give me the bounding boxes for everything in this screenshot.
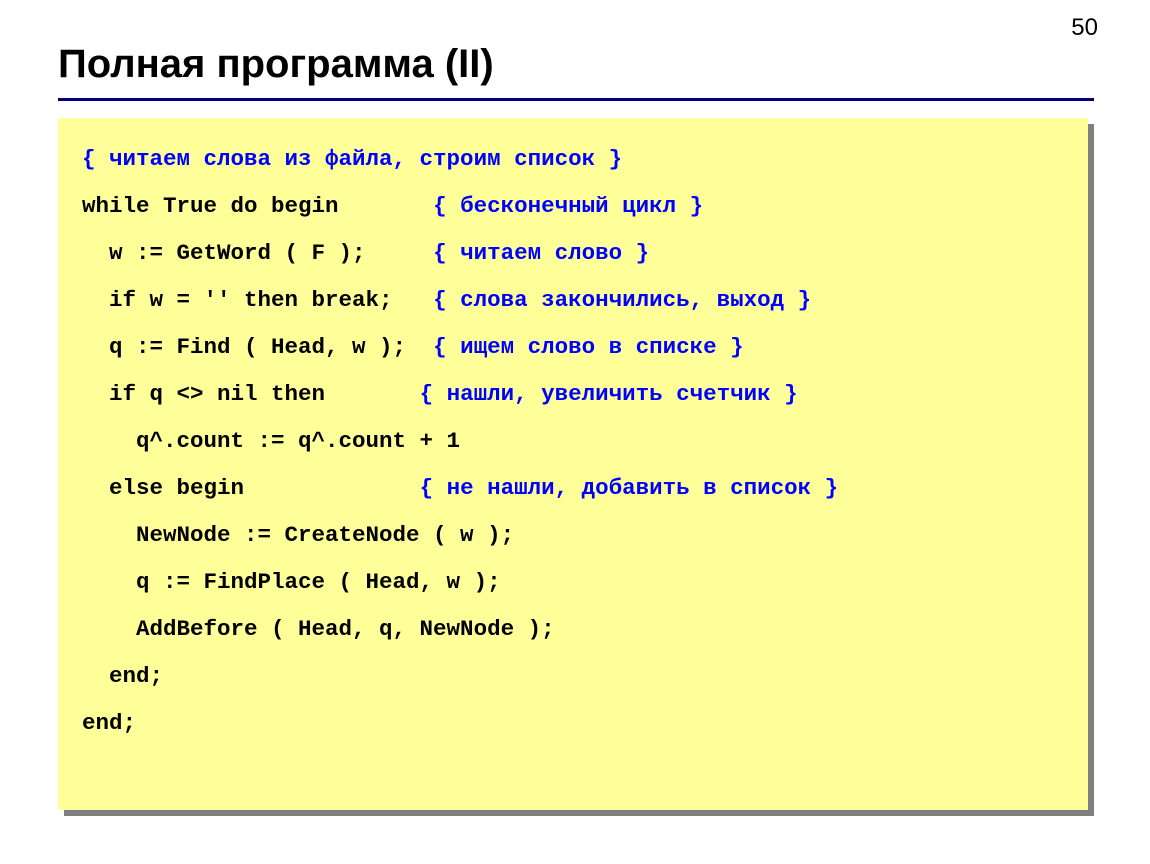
code-comment: { не нашли, добавить в список } [420, 475, 839, 501]
title-rule [58, 98, 1094, 101]
code-comment: { слова закончились, выход } [433, 287, 811, 313]
code-text: AddBefore ( Head, q, NewNode ); [82, 616, 555, 642]
code-text: end; [82, 663, 163, 689]
code-text: while True do begin [82, 193, 433, 219]
code-comment: { читаем слова из файла, строим список } [82, 146, 622, 172]
code-comment: { читаем слово } [433, 240, 649, 266]
code-text: if w = '' then break; [82, 287, 433, 313]
slide-title: Полная программа (II) [58, 42, 494, 87]
code-comment: { нашли, увеличить счетчик } [420, 381, 798, 407]
code-text: w := GetWord ( F ); [82, 240, 433, 266]
code-comment: { бесконечный цикл } [433, 193, 703, 219]
code-text: else begin [82, 475, 420, 501]
code-text: q := Find ( Head, w ); [82, 334, 433, 360]
code-text: NewNode := CreateNode ( w ); [82, 522, 514, 548]
code-text: end; [82, 710, 136, 736]
code-text: if q <> nil then [82, 381, 420, 407]
code-comment: { ищем слово в списке } [433, 334, 744, 360]
code-text: q^.count := q^.count + 1 [82, 428, 460, 454]
page-number: 50 [1071, 14, 1098, 42]
code-listing: { читаем слова из файла, строим список }… [82, 136, 1064, 747]
code-box: { читаем слова из файла, строим список }… [58, 118, 1088, 810]
code-text: q := FindPlace ( Head, w ); [82, 569, 501, 595]
